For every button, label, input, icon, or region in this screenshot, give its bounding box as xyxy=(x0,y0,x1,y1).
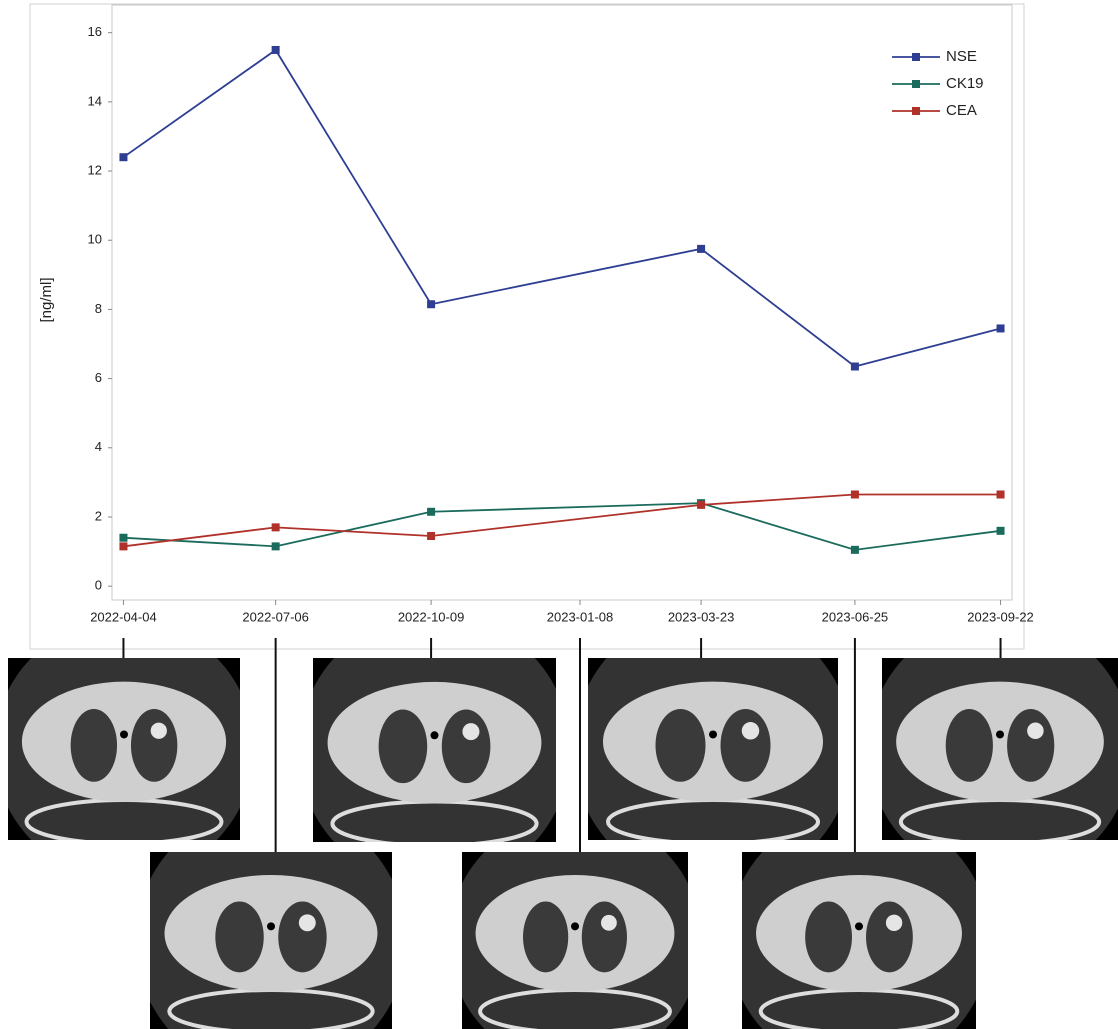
ct-content xyxy=(298,614,570,886)
x-tick-label: 2023-06-25 xyxy=(822,609,889,624)
ct-body xyxy=(896,682,1104,802)
series-line xyxy=(123,494,1000,546)
ct-lung-left xyxy=(656,709,706,782)
data-point xyxy=(997,324,1005,332)
y-axis-label: [ng/ml] xyxy=(38,277,55,322)
data-point xyxy=(427,508,435,516)
ct-body xyxy=(328,682,542,803)
y-tick-label: 6 xyxy=(95,370,102,385)
data-point xyxy=(851,546,859,554)
ct-body xyxy=(756,875,962,992)
ct-lung-right xyxy=(131,709,177,782)
ct-lung-right xyxy=(866,902,913,973)
ct-image xyxy=(448,814,701,1029)
y-tick-label: 12 xyxy=(88,162,102,177)
y-tick-label: 2 xyxy=(95,508,102,523)
legend-marker xyxy=(912,53,920,61)
ct-trachea xyxy=(996,730,1004,738)
ct-lung-right xyxy=(721,709,771,782)
data-point xyxy=(851,490,859,498)
ct-trachea xyxy=(267,922,275,930)
data-point xyxy=(697,245,705,253)
ct-content xyxy=(868,617,1118,881)
x-tick-label: 2022-04-04 xyxy=(90,609,157,624)
x-tick-label: 2023-01-08 xyxy=(547,609,614,624)
x-tick-label: 2022-07-06 xyxy=(242,609,309,624)
ct-content xyxy=(728,809,990,1029)
ct-lesion xyxy=(601,915,617,931)
ct-lung-left xyxy=(946,709,993,782)
legend-marker xyxy=(912,107,920,115)
legend-marker xyxy=(912,80,920,88)
data-point xyxy=(272,523,280,531)
data-point xyxy=(697,501,705,509)
data-point xyxy=(851,362,859,370)
y-tick-label: 10 xyxy=(88,232,102,247)
ct-lung-left xyxy=(379,710,428,784)
data-point xyxy=(997,490,1005,498)
ct-lung-left xyxy=(215,902,263,973)
ct-image xyxy=(728,809,990,1029)
y-tick-label: 14 xyxy=(88,93,102,108)
y-tick-label: 8 xyxy=(95,301,102,316)
ct-trachea xyxy=(855,922,863,930)
ct-content xyxy=(448,814,701,1029)
ct-lung-right xyxy=(582,902,627,973)
y-tick-label: 4 xyxy=(95,439,102,454)
figure-frame xyxy=(30,4,1024,649)
ct-body xyxy=(603,682,823,802)
ct-lung-right xyxy=(442,710,491,784)
ct-trachea xyxy=(571,922,579,930)
x-tick-label: 2022-10-09 xyxy=(398,609,465,624)
legend-label: NSE xyxy=(946,48,977,65)
y-tick-label: 0 xyxy=(95,578,102,593)
ct-image xyxy=(573,609,853,889)
x-tick-label: 2023-03-23 xyxy=(668,609,735,624)
ct-lung-left xyxy=(523,902,568,973)
ct-lesion xyxy=(151,723,167,739)
ct-body xyxy=(22,682,226,802)
legend-label: CEA xyxy=(946,102,977,119)
ct-trachea xyxy=(120,730,128,738)
legend-label: CK19 xyxy=(946,75,984,92)
ct-body xyxy=(165,875,378,992)
data-point xyxy=(427,532,435,540)
data-point xyxy=(272,542,280,550)
ct-image xyxy=(0,619,254,879)
ct-lung-right xyxy=(278,902,326,973)
figure: [ng/ml] 0 2 4 6 8 10 12 14 16 2022-04-04 2022-07-0… xyxy=(0,0,1118,1029)
data-point xyxy=(427,300,435,308)
ct-content xyxy=(573,609,853,889)
ct-lung-right xyxy=(1007,709,1054,782)
series-line xyxy=(123,50,1000,367)
ct-lesion xyxy=(299,914,316,931)
ct-body xyxy=(476,875,675,992)
plot-frame xyxy=(112,5,1012,600)
ct-lesion xyxy=(886,915,902,931)
ct-content xyxy=(0,619,254,879)
data-point xyxy=(272,46,280,54)
ct-image xyxy=(298,614,570,886)
ct-trachea xyxy=(709,730,717,738)
ct-lesion xyxy=(1027,723,1044,740)
x-tick-label: 2023-09-22 xyxy=(967,609,1034,624)
data-point xyxy=(997,527,1005,535)
ct-image xyxy=(868,617,1118,881)
data-point xyxy=(119,534,127,542)
ct-lesion xyxy=(462,723,479,740)
data-point xyxy=(119,542,127,550)
ct-lung-left xyxy=(71,709,117,782)
ct-trachea xyxy=(431,731,439,739)
series-line xyxy=(123,503,1000,550)
ct-lesion xyxy=(742,722,760,740)
data-point xyxy=(119,153,127,161)
ct-lung-left xyxy=(805,902,852,973)
y-tick-label: 16 xyxy=(88,24,102,39)
